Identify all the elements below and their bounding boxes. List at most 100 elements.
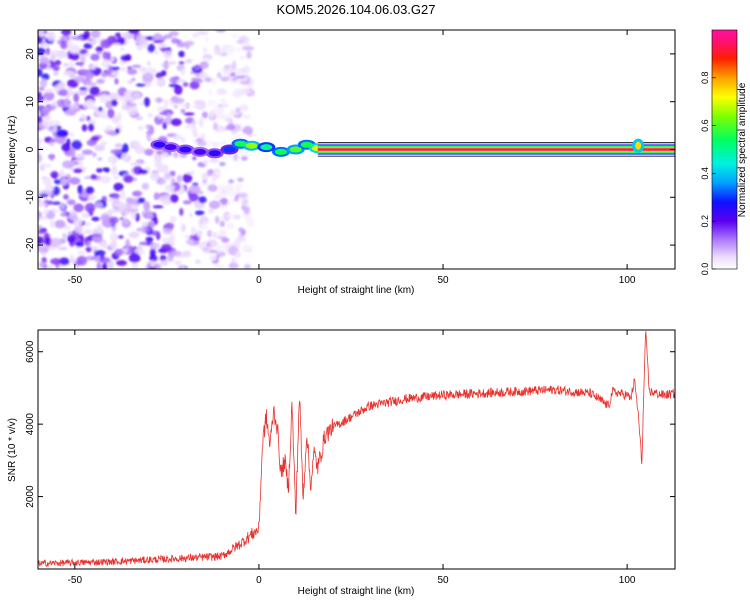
noise-blob [100,141,108,146]
noise-blob [239,133,247,137]
x-tick-label: -50 [68,275,83,286]
noise-blob [43,209,49,215]
noise-blob [82,228,95,235]
noise-blob [196,141,207,147]
noise-blob [194,79,204,83]
noise-blob [41,120,53,127]
noise-blob [174,97,185,104]
spectrogram-x-label: Height of straight line (km) [298,285,415,296]
noise-blob [80,114,87,122]
noise-blob [114,78,119,85]
noise-blob [67,40,74,51]
trace-point [234,140,247,147]
noise-blob [243,65,251,74]
noise-blob [58,257,70,266]
noise-blob [108,216,119,224]
noise-blob [73,93,80,103]
noise-blob [155,263,162,269]
noise-blob [149,242,160,249]
noise-blob [73,203,84,213]
trace-point [245,142,258,149]
noise-blob [121,104,130,111]
noise-blob [67,234,76,243]
noise-blob [106,51,111,61]
noise-blob [43,200,54,204]
noise-blob [180,109,186,114]
noise-blob [127,103,137,107]
noise-blob [60,178,68,186]
noise-blob [38,216,48,220]
noise-blob [219,98,226,103]
noise-blob [168,83,179,88]
noise-blob [69,147,76,158]
noise-blob [241,156,248,161]
noise-blob [228,179,234,184]
noise-blob [110,149,122,155]
noise-blob [120,47,125,52]
noise-blob [99,175,111,184]
noise-blob [136,34,147,45]
noise-blob [119,189,126,200]
y-tick-label: 0 [25,146,36,152]
noise-blob [90,53,100,61]
noise-blob [211,76,217,87]
snr-x-axis: -50 0 50 100 [68,330,636,586]
noise-blob [202,47,208,54]
noise-blob [173,260,182,266]
noise-blob [184,59,193,63]
noise-blob [112,202,122,207]
noise-blob [62,62,70,67]
noise-blob [38,138,43,144]
noise-blob [247,220,255,228]
noise-blob [114,143,123,148]
noise-blob [126,208,139,213]
noise-blob [200,133,206,140]
noise-blob [71,35,83,41]
noise-blob [246,51,252,59]
noise-blob [146,61,151,66]
noise-blob [241,198,249,206]
noise-blob [212,141,219,148]
noise-blob [228,118,233,125]
noise-blob [90,174,98,180]
noise-blob [182,82,189,87]
trace-point [260,144,273,151]
colorbar-tick-label: 0.2 [700,215,710,228]
noise-blob [216,72,222,79]
noise-blob [188,212,194,218]
noise-blob [156,77,166,87]
noise-blob [178,50,185,58]
y-tick-label: 20 [25,48,36,60]
noise-blob [90,136,100,142]
noise-blob [49,138,57,143]
noise-blob [176,79,187,84]
noise-blob [168,61,177,65]
noise-blob [112,175,120,180]
snr-y-axis: 2000 4000 6000 [25,340,675,508]
noise-blob [38,36,43,44]
noise-blob [86,38,94,42]
noise-blob [38,193,49,198]
noise-blob [109,92,119,102]
noise-blob [176,174,183,183]
noise-blob [131,262,139,269]
noise-blob [170,118,182,126]
noise-blob [209,250,219,253]
noise-blob [131,64,142,68]
noise-blob [163,98,169,109]
noise-blob [38,230,45,235]
noise-blob [86,241,92,247]
noise-blob [81,149,93,155]
noise-blob [172,134,183,141]
noise-blob [169,193,179,203]
noise-blob [153,40,164,44]
snr-y-label: SNR (10 * v/v) [7,418,18,482]
colorbar-gradient [711,29,738,270]
noise-blob [132,141,141,148]
noise-blob [170,177,175,184]
noise-blob [216,113,226,120]
noise-blob [94,202,103,209]
noise-blob [73,153,86,159]
noise-blob [236,107,241,114]
noise-blob [38,30,45,38]
